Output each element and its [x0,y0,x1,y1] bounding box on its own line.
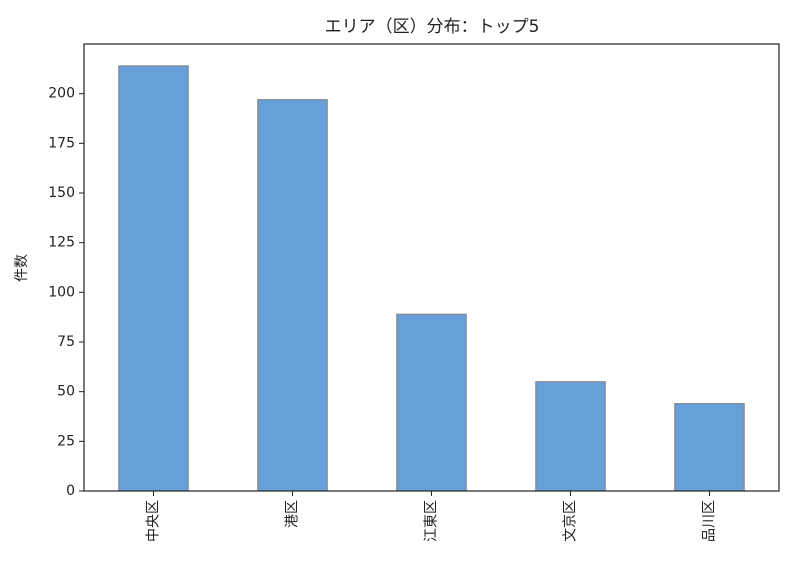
x-tick-label: 港区 [285,500,301,528]
bar [674,403,745,492]
y-tick-label: 0 [66,483,75,499]
plot-frame [83,43,780,492]
x-tick-label: 江東区 [424,500,440,542]
y-tick-label: 125 [48,235,75,251]
y-tick-label: 150 [48,185,75,201]
y-tick-label: 25 [57,433,75,449]
x-tick-label: 品川区 [702,500,718,542]
bar [535,381,606,492]
y-axis-label: 件数 [14,254,30,282]
x-tick-label: 中央区 [146,500,162,542]
bar [257,99,328,492]
y-tick-label: 50 [57,384,75,400]
chart-title: エリア（区）分布：トップ5 [325,17,540,37]
y-tick-label: 75 [57,334,75,350]
bar [396,313,467,492]
x-tick-label: 文京区 [563,500,579,542]
bar [118,65,189,492]
y-tick-label: 100 [48,284,75,300]
y-tick-label: 175 [48,135,75,151]
y-tick-label: 200 [48,86,75,102]
